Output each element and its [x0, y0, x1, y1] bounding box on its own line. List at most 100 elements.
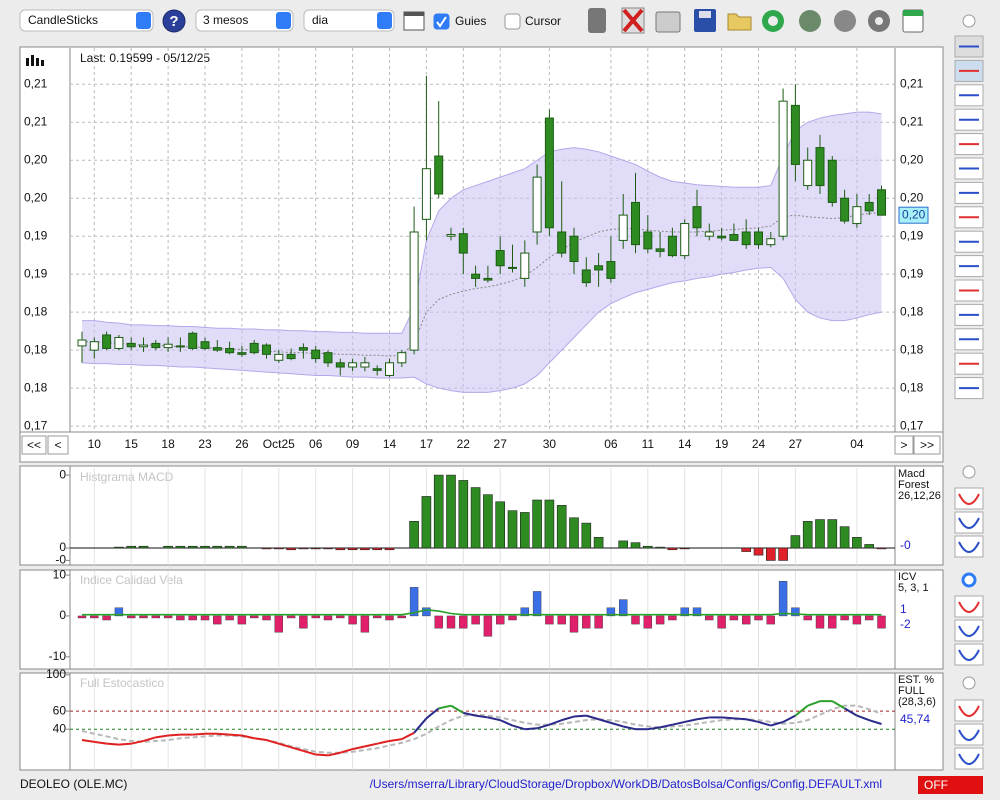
icv-bar	[729, 615, 739, 621]
candle-body	[852, 206, 862, 225]
icv-bar	[200, 615, 210, 621]
y-tick-label: 0,21	[24, 76, 48, 90]
trash-icon[interactable]	[588, 8, 606, 33]
icv-bar	[90, 615, 99, 619]
panel-radio[interactable]	[962, 14, 976, 28]
icv-bar	[865, 615, 874, 621]
panel-radio-selected[interactable]	[961, 572, 977, 588]
icv-bar	[139, 615, 148, 619]
bars-icon-part	[36, 58, 39, 66]
panel-tool-button[interactable]	[954, 699, 984, 722]
macd-bar	[618, 540, 629, 549]
stoch-k-segment	[364, 742, 378, 748]
config-path[interactable]: /Users/mserra/Library/CloudStorage/Dropb…	[370, 777, 882, 791]
help-icon: ?	[169, 13, 178, 30]
panel-radio[interactable]	[962, 676, 976, 690]
open-icon[interactable]	[727, 13, 752, 31]
cursor-checkbox[interactable]	[504, 13, 521, 30]
icv-bar	[385, 615, 394, 621]
stoch-legend: FULL	[898, 685, 925, 697]
y-tick-label-right: 0,18	[900, 304, 924, 318]
candle-body	[827, 159, 837, 203]
icv-bar	[262, 615, 271, 621]
candle-body	[175, 345, 185, 348]
candle-body	[249, 342, 259, 354]
print-icon[interactable]	[655, 11, 681, 33]
nav-button[interactable]	[21, 435, 47, 455]
bars-icon-part	[26, 58, 29, 66]
panel-radio[interactable]	[962, 465, 976, 479]
y-tick-label: 0,20	[24, 152, 48, 166]
stoch-k-segment	[130, 739, 144, 745]
icv-bar	[249, 615, 259, 619]
candle-body	[520, 252, 530, 279]
period-select[interactable]	[195, 9, 294, 32]
macd-bar	[630, 542, 641, 549]
candle-body	[729, 234, 739, 241]
chart-window-icon-bar	[404, 12, 424, 16]
icv-bar	[705, 615, 714, 621]
delete-cross	[622, 8, 644, 33]
guides-checkbox[interactable]	[433, 13, 450, 30]
panel-tool-icon	[958, 625, 980, 637]
stoch-k-segment	[401, 731, 415, 741]
panel-tool-button[interactable]	[954, 747, 984, 770]
candle-body	[741, 231, 751, 246]
stoch-k-segment	[155, 734, 169, 739]
icv-bar	[299, 615, 308, 629]
macd-bar	[200, 545, 210, 549]
nav-button[interactable]	[913, 435, 941, 455]
icv-bar	[286, 615, 296, 619]
nav-button[interactable]	[894, 435, 914, 455]
chart-type-select[interactable]	[19, 9, 154, 32]
stoch-k-segment	[536, 723, 550, 730]
macd-bar	[163, 545, 173, 549]
icv-bar	[483, 615, 493, 637]
nav-button[interactable]	[47, 435, 69, 455]
y-tick-label-right: 0,19	[900, 266, 924, 280]
stoch-k-segment	[106, 742, 119, 746]
last-price-label: 0,20	[902, 207, 926, 221]
sync-icon[interactable]	[799, 10, 821, 32]
panel-tool-button[interactable]	[954, 595, 984, 618]
interval-select[interactable]	[303, 9, 395, 32]
panel-tool-button[interactable]	[954, 619, 984, 642]
x-tick-label: 04	[850, 437, 864, 451]
candle-body	[618, 214, 628, 241]
x-tick-label: 15	[125, 437, 139, 451]
macd-bar	[495, 501, 506, 549]
y-tick-label: 0	[59, 540, 66, 554]
x-tick-label: 27	[789, 437, 803, 451]
panel-tool-button[interactable]	[954, 723, 984, 746]
candle-body	[151, 342, 161, 349]
status-badge[interactable]	[918, 776, 983, 794]
candle-body	[89, 341, 99, 351]
stoch-k-segment	[168, 733, 181, 737]
panel-tool-button[interactable]	[954, 487, 984, 510]
icv-bar	[188, 615, 197, 621]
stoch-k-segment	[463, 711, 476, 717]
currency-icon[interactable]	[834, 10, 856, 32]
y-tick-label: 0	[59, 608, 66, 622]
panel-tool-button[interactable]	[954, 535, 984, 558]
icv-bar	[323, 615, 333, 621]
cursor-label: Cursor	[525, 14, 561, 28]
x-tick-label: 30	[543, 437, 557, 451]
icv-bar	[619, 599, 628, 617]
bars-icon	[26, 55, 44, 66]
macd-legend: 26,12,26	[898, 490, 941, 502]
candle-body	[163, 343, 173, 349]
icv-bar	[766, 615, 775, 625]
icv-bar	[373, 615, 382, 619]
help-button[interactable]	[162, 9, 186, 33]
stoch-last-value: 45,74	[900, 712, 930, 726]
panel-tool-button[interactable]	[954, 511, 984, 534]
candle-body	[544, 117, 554, 229]
period-value: 3 mesos	[203, 13, 248, 27]
panel-tool-button[interactable]	[954, 643, 984, 666]
stoch-k-segment	[118, 742, 132, 746]
select-arrow	[276, 12, 291, 29]
x-tick-label: 06	[309, 437, 323, 451]
y-tick-label-right: 0,20	[900, 190, 924, 204]
stoch-k-segment	[499, 719, 513, 727]
